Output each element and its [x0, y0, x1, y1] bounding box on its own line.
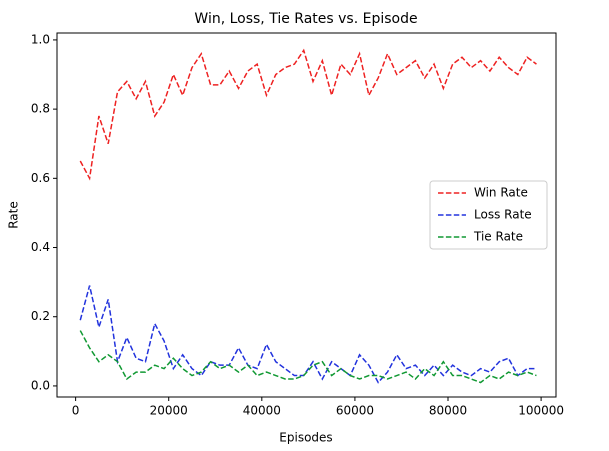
- y-tick-label: 0.6: [31, 171, 50, 185]
- line-series: [79, 330, 537, 384]
- y-tick-label: 0.0: [31, 378, 50, 392]
- x-tick-label: 100000: [518, 404, 564, 418]
- plot-frame: [56, 32, 557, 398]
- line-series: [79, 48, 537, 181]
- x-tick-label: 80000: [429, 404, 467, 418]
- legend-label: Loss Rate: [474, 208, 532, 222]
- line-series: [79, 285, 537, 384]
- x-tick-label: 60000: [336, 404, 374, 418]
- x-tick-label: 0: [72, 404, 80, 418]
- y-tick-label: 0.4: [31, 240, 50, 254]
- x-tick-label: 40000: [243, 404, 281, 418]
- legend-box: [429, 180, 548, 250]
- y-axis-label: Rate: [7, 201, 21, 229]
- y-tick-label: 0.2: [31, 309, 50, 323]
- legend-label: Tie Rate: [473, 230, 523, 244]
- y-tick-label: 0.8: [31, 102, 50, 116]
- x-tick-label: 20000: [150, 404, 188, 418]
- legend-label: Win Rate: [474, 186, 528, 200]
- x-axis-label: Episodes: [279, 431, 332, 445]
- y-tick-label: 1.0: [31, 32, 50, 46]
- chart-title: Win, Loss, Tie Rates vs. Episode: [194, 11, 417, 27]
